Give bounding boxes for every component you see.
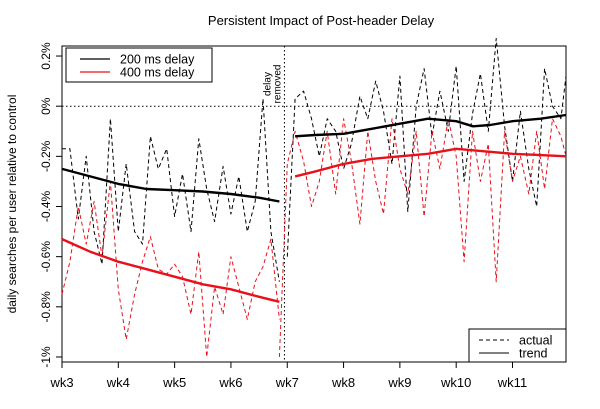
x-tick-label: wk11 — [497, 375, 527, 390]
x-tick-label: wk5 — [162, 375, 186, 390]
x-tick-label: wk9 — [387, 375, 411, 390]
plot-frame — [61, 45, 567, 363]
y-axis: 0.2% 0% -0.2% -0.4% -0.6% -0.8% -1% — [39, 42, 62, 368]
x-tick-label: wk3 — [49, 375, 73, 390]
y-tick-label: -0.8% — [39, 291, 53, 323]
series-400ms-actual-line — [278, 118, 567, 358]
legend-style-box — [468, 328, 567, 363]
y-axis-label: daily searches per user relative to cont… — [5, 95, 19, 314]
x-tick-label: wk4 — [106, 375, 130, 390]
legend-style-label: actual — [519, 334, 552, 348]
y-tick-label: 0% — [39, 97, 53, 115]
series-400ms-trend-line — [61, 238, 280, 303]
y-tick-label: -0.4% — [39, 191, 53, 223]
annotation-text-line: removed — [272, 65, 283, 104]
legend-style-label: trend — [519, 347, 548, 361]
y-tick-label: -0.2% — [39, 140, 53, 172]
x-tick-label: wk7 — [275, 375, 299, 390]
series-200ms-actual-line — [286, 38, 567, 257]
y-tick-label: -1% — [39, 346, 53, 368]
series-400ms-actual-line — [61, 180, 280, 358]
x-axis: wk3 wk4 wk5 wk6 wk7 wk8 wk9 wk10 wk11 — [49, 362, 527, 390]
reference-lines — [62, 46, 566, 362]
legend-series-box — [65, 47, 213, 83]
chart-title: Persistent Impact of Post-header Delay — [208, 13, 435, 28]
x-tick-label: wk8 — [331, 375, 355, 390]
annotation-delay-removed: delay removed — [262, 65, 283, 104]
series-200ms-trend-line — [61, 167, 280, 203]
y-tick-label: 0.2% — [39, 42, 53, 70]
legend-series-label: 400 ms delay — [120, 66, 195, 80]
x-tick-label: wk6 — [218, 375, 242, 390]
y-tick-label: -0.6% — [39, 241, 53, 273]
series-400ms-trend-line — [294, 147, 567, 178]
series-200ms-trend-line — [295, 113, 567, 138]
legend-series-label: 200 ms delay — [120, 53, 195, 67]
annotation-text-line: delay — [262, 72, 273, 96]
x-tick-label: wk10 — [440, 375, 471, 390]
series-layer — [61, 38, 567, 358]
series-200ms-actual-line — [62, 98, 280, 282]
